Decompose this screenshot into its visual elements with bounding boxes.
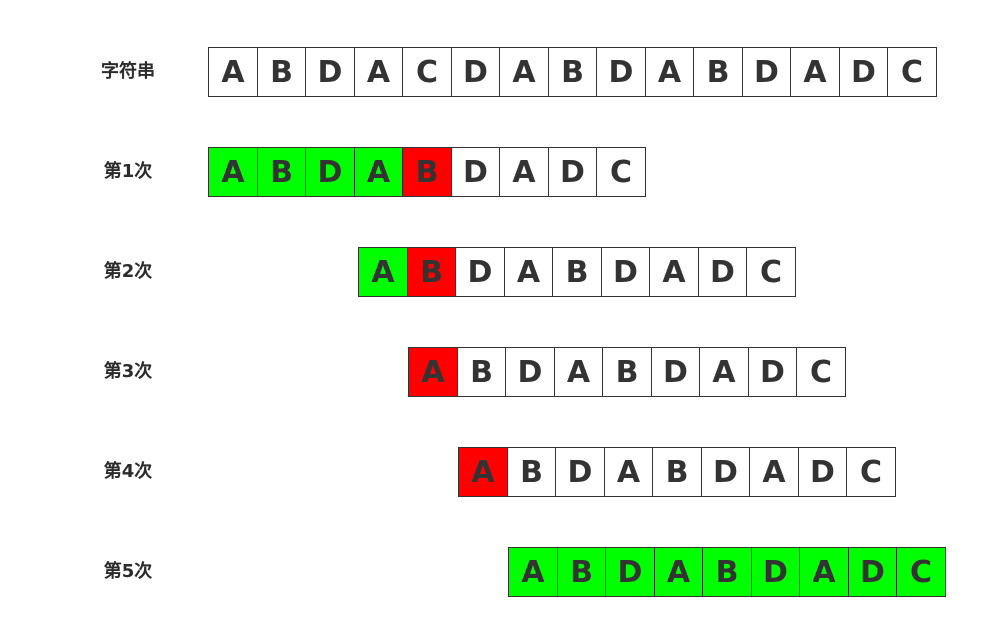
char-cell: D (751, 547, 801, 597)
char-cell: A (499, 47, 549, 97)
char-cell: A (508, 547, 558, 597)
char-cell: B (407, 247, 457, 297)
char-cell: A (354, 147, 404, 197)
char-cell: A (645, 47, 695, 97)
char-cell: B (507, 447, 557, 497)
char-cell: D (451, 47, 501, 97)
char-cell: D (798, 447, 848, 497)
char-cell: A (358, 247, 408, 297)
char-cell: A (354, 47, 404, 97)
char-cell: C (896, 547, 946, 597)
row-label-text-string: 字符串 (88, 47, 168, 97)
char-cell: D (601, 247, 651, 297)
char-cell: D (596, 47, 646, 97)
row-label-attempt-3: 第3次 (88, 347, 168, 397)
char-cell: B (552, 247, 602, 297)
char-cell: D (455, 247, 505, 297)
row-label-attempt-2: 第2次 (88, 247, 168, 297)
char-cell: A (604, 447, 654, 497)
char-cell: B (702, 547, 752, 597)
char-cell: B (257, 47, 307, 97)
char-cell: A (799, 547, 849, 597)
row-label-attempt-1: 第1次 (88, 147, 168, 197)
char-cell: A (458, 447, 508, 497)
char-cell: B (602, 347, 652, 397)
char-cell: D (555, 447, 605, 497)
char-cell: D (839, 47, 889, 97)
char-cell: D (651, 347, 701, 397)
char-cell: A (649, 247, 699, 297)
char-cell: D (742, 47, 792, 97)
char-cell: D (305, 47, 355, 97)
char-cell: A (699, 347, 749, 397)
char-cell: D (701, 447, 751, 497)
char-cell: A (408, 347, 458, 397)
char-cell: B (457, 347, 507, 397)
char-cell: C (887, 47, 937, 97)
char-cell: C (796, 347, 846, 397)
char-cell: B (557, 547, 607, 597)
char-cell: C (596, 147, 646, 197)
char-cell: A (654, 547, 704, 597)
char-cell: D (848, 547, 898, 597)
char-cell: D (698, 247, 748, 297)
char-cell: A (504, 247, 554, 297)
char-cell: D (451, 147, 501, 197)
char-cell: D (748, 347, 798, 397)
char-cell: A (749, 447, 799, 497)
char-cell: A (208, 47, 258, 97)
char-cell: B (548, 47, 598, 97)
char-cell: D (548, 147, 598, 197)
char-cell: A (790, 47, 840, 97)
char-cell: D (605, 547, 655, 597)
char-cell: B (652, 447, 702, 497)
char-cell: C (746, 247, 796, 297)
char-cell: C (846, 447, 896, 497)
char-cell: A (208, 147, 258, 197)
char-cell: B (402, 147, 452, 197)
row-label-attempt-5: 第5次 (88, 547, 168, 597)
char-cell: D (305, 147, 355, 197)
char-cell: B (693, 47, 743, 97)
char-cell: C (402, 47, 452, 97)
char-cell: A (554, 347, 604, 397)
char-cell: B (257, 147, 307, 197)
char-cell: D (505, 347, 555, 397)
char-cell: A (499, 147, 549, 197)
row-label-attempt-4: 第4次 (88, 447, 168, 497)
